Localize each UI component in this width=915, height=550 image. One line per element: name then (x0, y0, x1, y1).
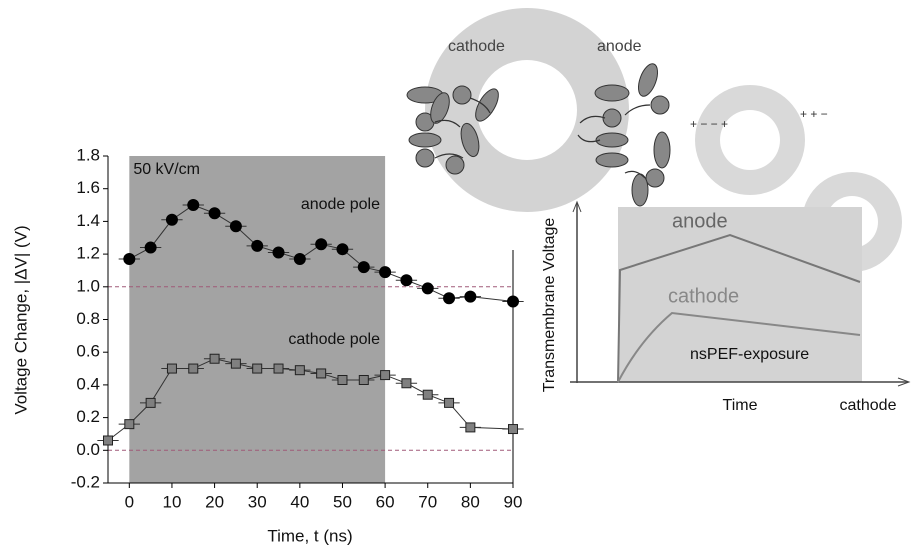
series-label: cathode pole (288, 331, 380, 348)
inset-corner-label: cathode (840, 397, 897, 414)
y-tick-label: 1.0 (76, 276, 100, 295)
data-point (209, 353, 220, 364)
data-point (229, 220, 242, 233)
x-tick-label: 90 (504, 492, 523, 511)
data-point (123, 253, 136, 266)
curve-label: cathode (668, 285, 739, 307)
ring-label: cathode (448, 38, 505, 55)
data-point (272, 246, 285, 259)
y-tick-label: 1.8 (76, 145, 100, 164)
data-point (422, 389, 433, 400)
data-point (208, 207, 221, 220)
inset-bg (618, 207, 862, 382)
data-point (166, 363, 177, 374)
x-tick-label: 80 (461, 492, 480, 511)
y-tick-label: 1.4 (76, 211, 100, 230)
x-axis-label: Time, t (ns) (267, 526, 352, 545)
y-tick-label: 0.2 (76, 407, 100, 426)
data-point (294, 365, 305, 376)
lipids (406, 63, 671, 207)
data-point (508, 424, 518, 435)
ring-label: anode (597, 38, 642, 55)
series-label: anode pole (301, 196, 380, 213)
svg-text:+ − − +: + − − + (690, 117, 728, 131)
data-point (444, 397, 455, 408)
data-point (465, 422, 476, 433)
shaded-region (129, 156, 386, 483)
cell-hole (477, 60, 577, 160)
data-point (187, 199, 200, 212)
data-point (188, 363, 199, 374)
data-point (380, 370, 391, 381)
inset-curve (617, 311, 861, 383)
data-point (103, 435, 113, 446)
data-point (145, 397, 156, 408)
y-axis-label: Voltage Change, |ΔV| (V) (11, 225, 30, 414)
cell-diagram: cathode anode (406, 8, 671, 212)
y-tick-label: 1.2 (76, 244, 100, 263)
inset-curve (617, 233, 861, 383)
data-point (507, 295, 519, 308)
x-tick-label: 70 (418, 492, 437, 511)
data-point (358, 374, 369, 385)
data-point (400, 274, 413, 287)
data-point (421, 282, 434, 295)
y-tick-label: 0.8 (76, 309, 100, 328)
x-tick-label: 40 (290, 492, 309, 511)
data-point (273, 363, 284, 374)
y-tick-label: 1.6 (76, 178, 100, 197)
exposure-label: nsPEF-exposure (690, 346, 809, 363)
main-chart: 50 kV/cm -0.2 0.0 0.2 0.4 0.6 0.8 1.0 1.2 1.4 1.6 1… (71, 145, 524, 511)
y-tick-label: 0.0 (76, 440, 100, 459)
data-point (144, 241, 157, 254)
curve-label: anode (672, 210, 728, 232)
data-point (293, 253, 306, 266)
inset: anode cathode nsPEF-exposure Transmembra… (541, 200, 911, 414)
y-tick-label: 0.4 (76, 374, 100, 393)
data-point (379, 266, 392, 279)
arrow (572, 200, 582, 213)
svg-text:+ + −: + + − (800, 107, 828, 121)
lipid-tails (434, 97, 651, 179)
data-point (464, 290, 477, 303)
data-point (337, 374, 348, 385)
shaded-label: 50 kV/cm (133, 161, 200, 178)
x-tick-label: 10 (162, 492, 181, 511)
inset-y-label: Transmembrane Voltage (541, 218, 558, 393)
data-point (336, 243, 349, 256)
x-tick-label: 60 (376, 492, 395, 511)
y-tick-label: 0.6 (76, 342, 100, 361)
data-point (315, 238, 328, 251)
arrow (897, 377, 911, 387)
y-tick-label: -0.2 (71, 472, 100, 491)
data-point (251, 239, 264, 252)
inset-x-label: Time (723, 397, 758, 414)
x-tick-label: 50 (333, 492, 352, 511)
data-point (230, 358, 241, 369)
data-point (401, 378, 412, 389)
data-point (124, 419, 135, 430)
data-point (165, 213, 178, 226)
data-point (316, 368, 327, 379)
data-point (357, 261, 370, 274)
x-tick-label: 30 (248, 492, 267, 511)
data-point (252, 363, 263, 374)
x-tick-label: 0 (125, 492, 134, 511)
x-tick-label: 20 (205, 492, 224, 511)
data-point (443, 292, 456, 305)
